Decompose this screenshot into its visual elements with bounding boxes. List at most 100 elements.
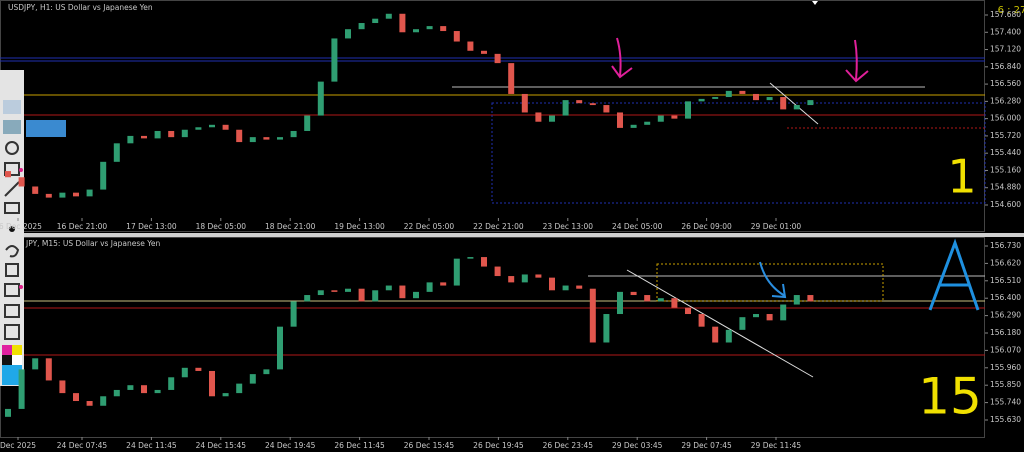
tool-icon[interactable] [4, 283, 20, 297]
candle-body [358, 23, 365, 30]
candle-body [249, 137, 256, 143]
tool-submenu[interactable] [26, 120, 66, 137]
candle-body [671, 298, 678, 308]
candle-body [127, 135, 134, 144]
candle-body [589, 288, 596, 343]
candle-body [413, 29, 419, 33]
candle-body [45, 358, 52, 381]
candle-body [331, 290, 338, 292]
candle-body [236, 383, 243, 394]
candle-body [168, 377, 175, 390]
candle-body [426, 26, 433, 30]
y-tick-label: 157.400 [990, 27, 1021, 36]
candle-body [127, 385, 134, 390]
candle-body [195, 127, 202, 130]
candle-body [562, 285, 569, 291]
candle-body [372, 290, 379, 302]
tool-icon[interactable] [4, 304, 20, 318]
x-tick-label: 18 Dec 05:00 [196, 222, 247, 231]
candle-body [304, 115, 311, 131]
y-tick-label: 157.680 [990, 10, 1021, 19]
candle-body [807, 295, 814, 302]
candle-body [141, 135, 147, 139]
x-tick-label: 26 Dec 19:45 [473, 441, 524, 450]
candle-body [413, 291, 419, 299]
trend-line [769, 82, 819, 125]
candle-body [562, 100, 569, 116]
y-tick-label: 156.180 [990, 328, 1021, 337]
candle-body [440, 282, 447, 286]
candle-body [181, 129, 188, 138]
color-swatch[interactable] [2, 345, 12, 355]
x-tick-label: 16 Dec 2025 [0, 222, 42, 231]
x-tick-label: 24 Dec 15:45 [196, 441, 247, 450]
tool-icon[interactable] [4, 181, 20, 197]
tool-icon[interactable] [5, 263, 19, 277]
y-tick-label: 156.730 [990, 241, 1021, 250]
candle-body [481, 50, 487, 54]
candle-body [453, 258, 460, 286]
candle-body [576, 100, 583, 104]
arrow [611, 37, 633, 79]
tool-icon[interactable] [4, 162, 20, 176]
y-tick-label: 156.560 [990, 79, 1021, 88]
tool-icon[interactable] [4, 202, 20, 214]
candle-body [113, 389, 120, 397]
x-tick-label: 16 Dec 21:00 [57, 222, 108, 231]
x-tick-label: 26 Dec 15:45 [404, 441, 455, 450]
candle-body [644, 295, 651, 302]
y-tick-label: 156.840 [990, 62, 1021, 71]
color-swatch[interactable] [2, 365, 22, 385]
x-tick-label: 19 Dec 13:00 [334, 222, 385, 231]
candle-body [712, 326, 719, 343]
candle-body [508, 63, 515, 94]
candle-body [766, 314, 773, 321]
candle-body [603, 314, 610, 343]
candle-body [372, 18, 379, 24]
arrow [845, 39, 869, 83]
y-tick-label: 156.070 [990, 345, 1021, 354]
arrow [759, 261, 787, 299]
candle-body [86, 189, 93, 197]
x-tick-label: 24 Dec 05:00 [612, 222, 663, 231]
candle-body [73, 393, 79, 402]
tool-icon[interactable] [3, 100, 21, 114]
tool-dot [19, 285, 23, 289]
tool-icon[interactable] [5, 245, 20, 258]
tool-dot [19, 168, 23, 172]
candle-body [535, 274, 542, 278]
annotation: 1 [947, 150, 976, 204]
candle-body [195, 367, 202, 371]
candle-body [222, 393, 229, 397]
tool-icon[interactable] [3, 120, 21, 134]
candle-body [317, 290, 324, 296]
color-swatch[interactable] [2, 355, 12, 365]
candle-body [331, 38, 338, 82]
y-tick-label: 155.720 [990, 131, 1021, 140]
candle-body [73, 192, 79, 197]
candle-body [209, 124, 215, 128]
tool-icon[interactable] [4, 324, 20, 340]
candle-body [399, 13, 406, 33]
candle-body [277, 137, 283, 140]
trend-line [626, 269, 814, 378]
candle-body [780, 97, 787, 110]
candle-body [521, 274, 528, 283]
candle-body [317, 81, 324, 116]
panel-separator [0, 233, 1024, 237]
y-tick-label: 154.880 [990, 183, 1021, 192]
y-tick-label: 155.960 [990, 363, 1021, 372]
color-swatch[interactable] [12, 355, 22, 365]
y-tick-label: 156.000 [990, 114, 1021, 123]
shift-marker [812, 1, 818, 5]
x-tick-label: 24 Dec 07:45 [57, 441, 108, 450]
candle-body [508, 276, 515, 283]
tool-icon[interactable] [9, 226, 15, 232]
y-tick-label: 156.510 [990, 276, 1021, 285]
color-swatch[interactable] [12, 345, 22, 355]
tool-icon[interactable] [5, 141, 19, 155]
candle-body [345, 29, 351, 39]
candle-body [603, 105, 610, 113]
y-tick-label: 155.160 [990, 165, 1021, 174]
candle-body [521, 93, 528, 113]
